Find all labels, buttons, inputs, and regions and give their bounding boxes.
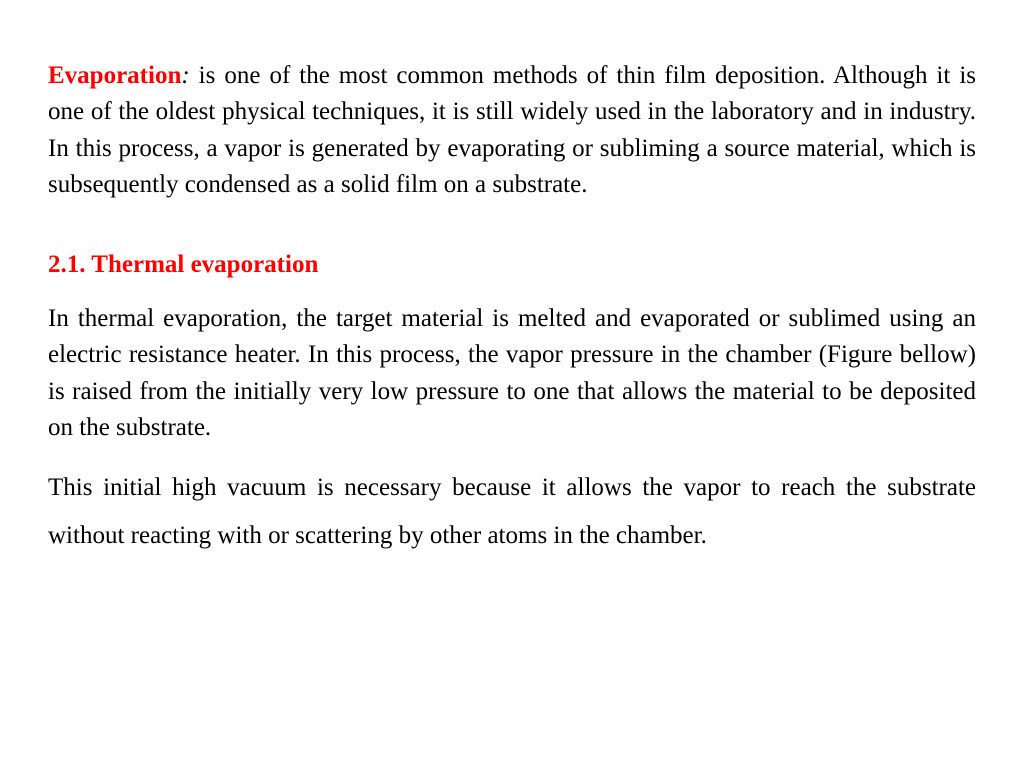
intro-term: Evaporation xyxy=(48,62,181,89)
section-heading: 2.1. Thermal evaporation xyxy=(48,251,976,279)
intro-paragraph: Evaporation: is one of the most common m… xyxy=(48,58,976,203)
section-paragraph-2: This initial high vacuum is necessary be… xyxy=(48,464,976,559)
intro-colon: : xyxy=(181,62,189,89)
section-paragraph-1: In thermal evaporation, the target mater… xyxy=(48,301,976,446)
